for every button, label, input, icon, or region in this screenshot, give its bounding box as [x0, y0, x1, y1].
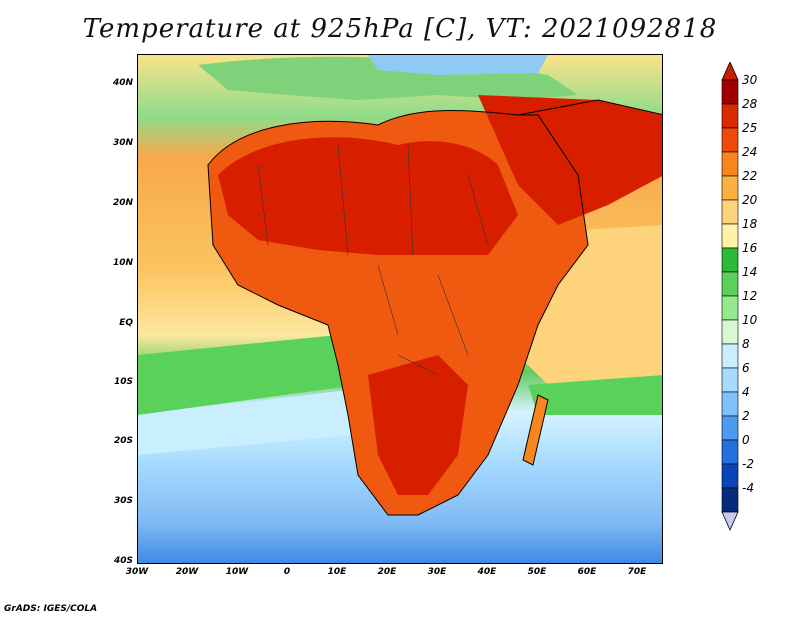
- colorbar-label: 30: [742, 73, 758, 87]
- colorbar-label: -2: [742, 457, 754, 471]
- y-label: EQ: [119, 318, 133, 328]
- colorbar-label: 0: [742, 433, 750, 447]
- colorbar-swatch: [721, 247, 739, 273]
- colorbar-swatch: [721, 487, 739, 513]
- africa-coastline: [207, 110, 589, 516]
- colorbar-swatch: [721, 151, 739, 177]
- colorbar-label: 16: [742, 241, 758, 255]
- colorbar-swatch: [721, 463, 739, 489]
- x-label: 20E: [377, 567, 397, 577]
- y-label: 20S: [113, 436, 133, 446]
- x-label: 40E: [477, 567, 497, 577]
- colorbar: [721, 62, 739, 531]
- southern-africa-hot-core: [368, 355, 468, 495]
- temperature-map: [137, 54, 663, 564]
- sahara-hot-core: [218, 137, 518, 255]
- x-label: 0: [283, 567, 291, 577]
- y-label: 10N: [112, 258, 133, 268]
- colorbar-swatch: [721, 319, 739, 345]
- colorbar-label: 25: [742, 121, 758, 135]
- colorbar-label: -4: [742, 481, 754, 495]
- colorbar-swatch: [721, 391, 739, 417]
- x-label: 60E: [577, 567, 597, 577]
- y-label: 30N: [112, 138, 133, 148]
- colorbar-label: 24: [742, 145, 758, 159]
- country-borders: [257, 144, 489, 376]
- x-label: 10E: [327, 567, 347, 577]
- y-label: 40N: [112, 78, 133, 88]
- colorbar-swatch: [721, 367, 739, 393]
- madagascar: [523, 395, 548, 465]
- arabia-hot-core: [478, 95, 662, 225]
- colorbar-swatch: [721, 223, 739, 249]
- colorbar-swatch: [721, 295, 739, 321]
- x-label: 20W: [175, 567, 199, 577]
- credit-text: GrADS: IGES/COLA: [4, 604, 98, 614]
- y-label: 20N: [112, 198, 133, 208]
- colorbar-swatch: [721, 175, 739, 201]
- colorbar-label: 18: [742, 217, 758, 231]
- atlantic-cool-band: [138, 390, 353, 455]
- colorbar-swatch: [721, 439, 739, 465]
- x-label: 30W: [125, 567, 149, 577]
- colorbar-swatch: [721, 127, 739, 153]
- colorbar-label: 12: [742, 289, 758, 303]
- colorbar-label: 8: [742, 337, 750, 351]
- temperature-field: [138, 55, 662, 563]
- x-label: 50E: [527, 567, 547, 577]
- colorbar-label: 22: [742, 169, 758, 183]
- y-label: 30S: [113, 496, 133, 506]
- colorbar-label: 20: [742, 193, 758, 207]
- atlantic-green-band: [138, 335, 358, 415]
- x-label: 10W: [225, 567, 249, 577]
- colorbar-swatch: [721, 103, 739, 129]
- colorbar-swatch: [721, 415, 739, 441]
- colorbar-swatch: [721, 271, 739, 297]
- colorbar-label: 6: [742, 361, 750, 375]
- colorbar-label: 2: [742, 409, 750, 423]
- arabia-coastline: [517, 99, 662, 116]
- colorbar-label: 4: [742, 385, 750, 399]
- colorbar-top-arrow: [721, 62, 739, 81]
- indian-ocean-green: [528, 375, 662, 415]
- y-label: 40S: [113, 556, 133, 566]
- x-label: 30E: [427, 567, 447, 577]
- colorbar-label: 28: [742, 97, 758, 111]
- x-label: 70E: [627, 567, 647, 577]
- colorbar-label: 10: [742, 313, 758, 327]
- colorbar-swatch: [721, 343, 739, 369]
- colorbar-label: 14: [742, 265, 758, 279]
- colorbar-swatch: [721, 199, 739, 225]
- colorbar-bottom-arrow: [721, 511, 739, 531]
- y-label: 10S: [113, 377, 133, 387]
- chart-title: Temperature at 925hPa [C], VT: 202109281…: [82, 14, 718, 44]
- madagascar-coastline: [522, 394, 549, 466]
- europe-cool-zone: [368, 55, 548, 75]
- colorbar-swatch: [721, 79, 739, 105]
